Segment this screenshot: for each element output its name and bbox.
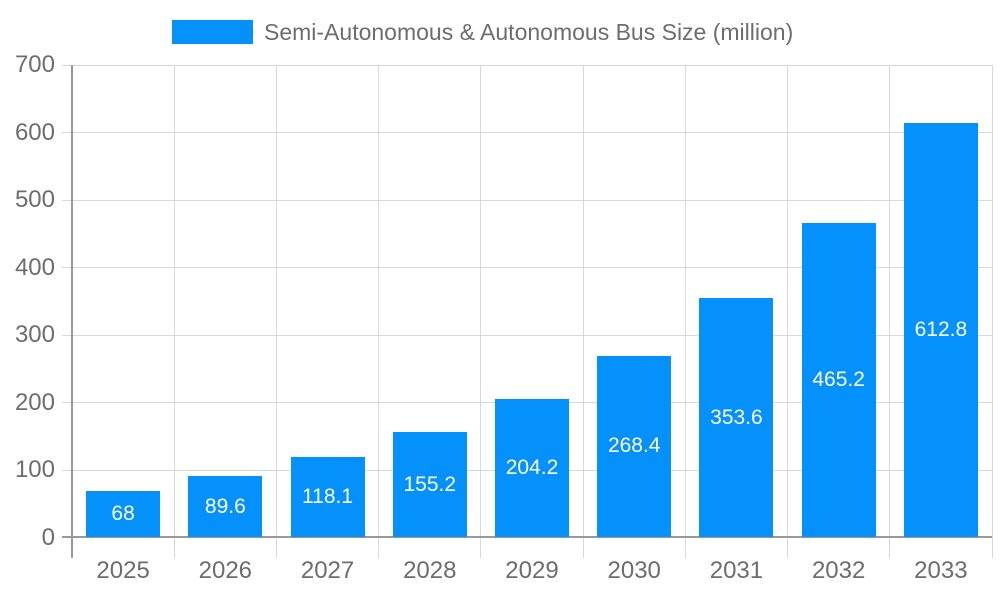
x-tick-label: 2026 bbox=[198, 557, 253, 584]
h-gridline bbox=[72, 267, 992, 269]
bar bbox=[86, 491, 161, 537]
h-gridline bbox=[72, 132, 992, 134]
bar-value-label: 118.1 bbox=[302, 485, 354, 509]
bar bbox=[495, 399, 569, 537]
v-gridline bbox=[889, 65, 891, 558]
x-tick-label: 2027 bbox=[300, 557, 355, 584]
y-tick-label: 200 bbox=[14, 388, 55, 416]
x-tick-label: 2032 bbox=[811, 557, 866, 584]
y-tick-mark bbox=[62, 402, 72, 404]
y-tick-mark bbox=[62, 132, 72, 134]
v-gridline bbox=[684, 65, 686, 558]
y-tick-mark bbox=[62, 199, 72, 201]
legend-swatch-icon bbox=[172, 20, 253, 44]
y-tick-label: 600 bbox=[14, 118, 55, 146]
bar bbox=[699, 298, 774, 537]
y-tick-mark bbox=[62, 334, 72, 336]
bar bbox=[290, 457, 365, 537]
bar-value-label: 268.4 bbox=[607, 434, 661, 458]
x-tick-label: 2028 bbox=[403, 557, 457, 584]
x-tick-label: 2030 bbox=[607, 557, 661, 584]
v-gridline bbox=[480, 65, 482, 558]
y-tick-label: 0 bbox=[41, 524, 55, 551]
y-tick-label: 400 bbox=[14, 253, 55, 281]
y-tick-label: 700 bbox=[14, 51, 55, 78]
bar bbox=[597, 355, 672, 537]
y-tick-label: 300 bbox=[14, 321, 55, 349]
bar bbox=[801, 222, 876, 537]
bar-value-label: 204.2 bbox=[505, 456, 559, 479]
y-tick-label: 100 bbox=[14, 456, 55, 484]
h-gridline bbox=[72, 64, 992, 66]
x-tick-label: 2029 bbox=[505, 557, 559, 584]
x-tick-label: 2033 bbox=[914, 557, 968, 584]
bar bbox=[392, 432, 467, 537]
x-tick-label: 2031 bbox=[709, 557, 764, 584]
bar-value-label: 89.6 bbox=[204, 494, 246, 518]
v-gridline bbox=[991, 65, 993, 558]
bar bbox=[188, 476, 263, 537]
x-tick-label: 2025 bbox=[96, 557, 150, 584]
v-gridline bbox=[378, 65, 380, 558]
v-gridline bbox=[173, 65, 175, 558]
y-tick-mark bbox=[62, 267, 72, 269]
y-tick-mark bbox=[62, 64, 72, 66]
bar-value-label: 612.8 bbox=[914, 317, 968, 341]
v-gridline bbox=[582, 65, 584, 558]
bar-value-label: 465.2 bbox=[812, 367, 865, 391]
y-tick-mark bbox=[62, 469, 72, 471]
h-gridline bbox=[72, 334, 992, 336]
y-tick-label: 500 bbox=[14, 186, 55, 214]
y-axis-line bbox=[71, 65, 73, 558]
bar bbox=[903, 122, 978, 537]
x-axis-line bbox=[62, 536, 992, 538]
h-gridline bbox=[72, 199, 992, 201]
v-gridline bbox=[787, 65, 789, 558]
bar-value-label: 68 bbox=[111, 502, 135, 526]
v-gridline bbox=[275, 65, 277, 558]
bar-value-label: 353.6 bbox=[710, 405, 763, 429]
legend-label: Semi-Autonomous & Autonomous Bus Size (m… bbox=[264, 19, 794, 45]
bar-value-label: 155.2 bbox=[403, 472, 457, 496]
